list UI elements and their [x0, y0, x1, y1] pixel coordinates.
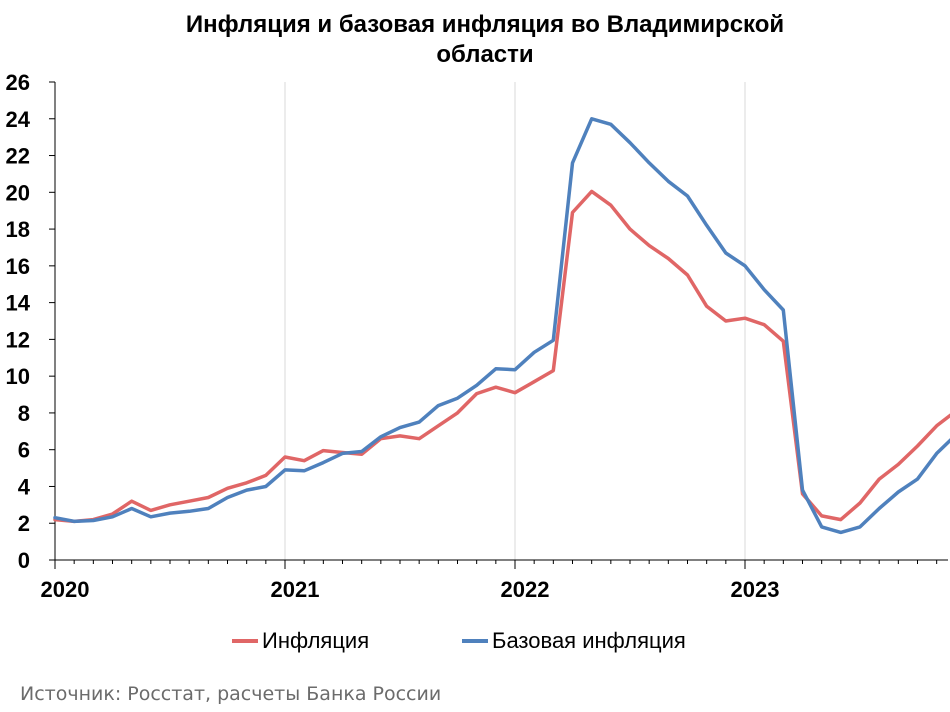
series-line-1 — [53, 117, 950, 535]
y-tick-label: 14 — [6, 291, 31, 316]
series-lines — [53, 117, 950, 535]
y-tick-label: 18 — [6, 217, 30, 242]
chart-title-line-1: Инфляция и базовая инфляция во Владимирс… — [185, 11, 785, 38]
x-tick-label: 2021 — [271, 577, 320, 602]
legend-item-inflation: Инфляция — [232, 628, 369, 654]
y-tick-label: 12 — [6, 327, 30, 352]
y-tick-label: 8 — [18, 401, 30, 426]
series-line-0 — [53, 189, 950, 524]
y-tick-label: 22 — [6, 144, 30, 169]
legend: Инфляция Базовая инфляция — [0, 628, 950, 658]
y-tick-label: 10 — [6, 364, 30, 389]
chart-title-line-2: области — [436, 41, 534, 68]
y-tick-label: 0 — [18, 548, 30, 573]
y-tick-label: 20 — [6, 180, 30, 205]
x-tick-label: 2022 — [501, 577, 550, 602]
x-tick-label: 2020 — [41, 577, 90, 602]
chart-title: Инфляция и базовая инфляция во Владимирс… — [140, 10, 830, 70]
x-tick-labels: 2020 2021 2022 2023 — [41, 577, 780, 602]
legend-swatch-core-inflation — [462, 639, 488, 643]
axes — [49, 81, 948, 569]
legend-label-core-inflation: Базовая инфляция — [492, 628, 686, 653]
x-tick-label: 2023 — [731, 577, 780, 602]
legend-swatch-inflation — [232, 639, 258, 643]
y-tick-label: 26 — [6, 70, 30, 95]
y-tick-label: 2 — [18, 511, 30, 536]
y-tick-label: 24 — [6, 107, 31, 132]
y-tick-label: 16 — [6, 254, 30, 279]
y-tick-label: 4 — [18, 474, 31, 499]
y-tick-label: 6 — [18, 438, 30, 463]
legend-item-core-inflation: Базовая инфляция — [462, 628, 686, 654]
source-note: Источник: Росстат, расчеты Банка России — [20, 683, 442, 705]
legend-label-inflation: Инфляция — [262, 628, 370, 653]
